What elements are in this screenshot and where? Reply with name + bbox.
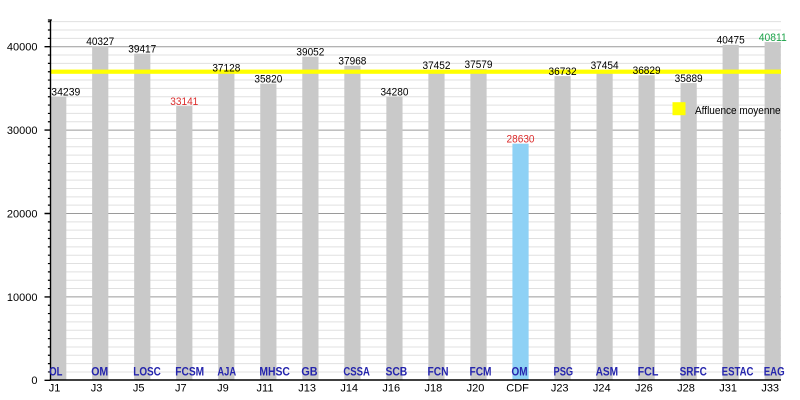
svg-text:ASM: ASM — [596, 367, 619, 379]
svg-text:SRFC: SRFC — [680, 367, 707, 379]
svg-text:40000: 40000 — [7, 42, 38, 54]
svg-text:37454: 37454 — [591, 60, 619, 72]
svg-text:36829: 36829 — [633, 65, 661, 77]
svg-text:34280: 34280 — [380, 86, 408, 98]
svg-text:28630: 28630 — [507, 133, 535, 145]
svg-text:Affluence moyenne: Affluence moyenne — [695, 105, 781, 117]
svg-text:AJA: AJA — [217, 367, 236, 379]
svg-text:J13: J13 — [298, 383, 316, 395]
svg-text:FCSM: FCSM — [175, 367, 204, 379]
svg-text:10000: 10000 — [7, 292, 38, 304]
svg-text:LOSC: LOSC — [133, 367, 161, 379]
svg-text:33141: 33141 — [170, 96, 198, 108]
svg-text:CDF: CDF — [506, 383, 529, 395]
svg-text:40811: 40811 — [759, 32, 787, 44]
svg-text:34239: 34239 — [51, 87, 80, 99]
svg-text:J16: J16 — [382, 383, 400, 395]
svg-text:J3: J3 — [91, 383, 103, 395]
svg-text:35820: 35820 — [254, 74, 282, 86]
svg-text:37128: 37128 — [212, 63, 240, 75]
svg-text:J18: J18 — [425, 383, 443, 395]
svg-text:30000: 30000 — [7, 125, 38, 137]
svg-text:36732: 36732 — [549, 66, 577, 78]
svg-text:J9: J9 — [217, 383, 229, 395]
svg-text:J5: J5 — [133, 383, 145, 395]
svg-text:OL: OL — [49, 367, 62, 379]
svg-text:J28: J28 — [677, 383, 695, 395]
svg-text:37579: 37579 — [465, 59, 493, 71]
svg-text:J31: J31 — [719, 383, 737, 395]
svg-text:37968: 37968 — [338, 56, 366, 68]
svg-text:MHSC: MHSC — [259, 367, 290, 379]
svg-text:J1: J1 — [49, 383, 61, 395]
svg-text:20000: 20000 — [7, 208, 38, 220]
svg-text:J7: J7 — [175, 383, 187, 395]
svg-text:39417: 39417 — [128, 44, 156, 56]
svg-text:SCB: SCB — [385, 367, 407, 379]
svg-text:J23: J23 — [551, 383, 569, 395]
svg-text:EAG: EAG — [764, 367, 785, 379]
svg-text:40327: 40327 — [86, 36, 114, 48]
svg-text:OM: OM — [512, 367, 528, 379]
svg-text:39052: 39052 — [296, 47, 324, 59]
svg-text:ESTAC: ESTAC — [722, 367, 754, 379]
svg-text:J33: J33 — [761, 383, 779, 395]
svg-text:GB: GB — [301, 367, 317, 379]
svg-text:J26: J26 — [635, 383, 653, 395]
svg-text:CSSA: CSSA — [343, 367, 369, 379]
svg-text:0: 0 — [31, 375, 37, 387]
svg-text:40475: 40475 — [717, 35, 745, 47]
svg-text:OM: OM — [91, 367, 108, 379]
svg-text:J24: J24 — [593, 383, 611, 395]
svg-text:J20: J20 — [467, 383, 485, 395]
svg-text:J11: J11 — [257, 383, 274, 395]
svg-text:FCN: FCN — [427, 367, 448, 379]
svg-text:FCL: FCL — [638, 367, 659, 379]
svg-text:PSG: PSG — [554, 367, 574, 379]
svg-text:35889: 35889 — [675, 73, 703, 85]
svg-text:FCM: FCM — [470, 367, 492, 379]
svg-text:J14: J14 — [340, 383, 358, 395]
svg-text:37452: 37452 — [422, 60, 450, 72]
